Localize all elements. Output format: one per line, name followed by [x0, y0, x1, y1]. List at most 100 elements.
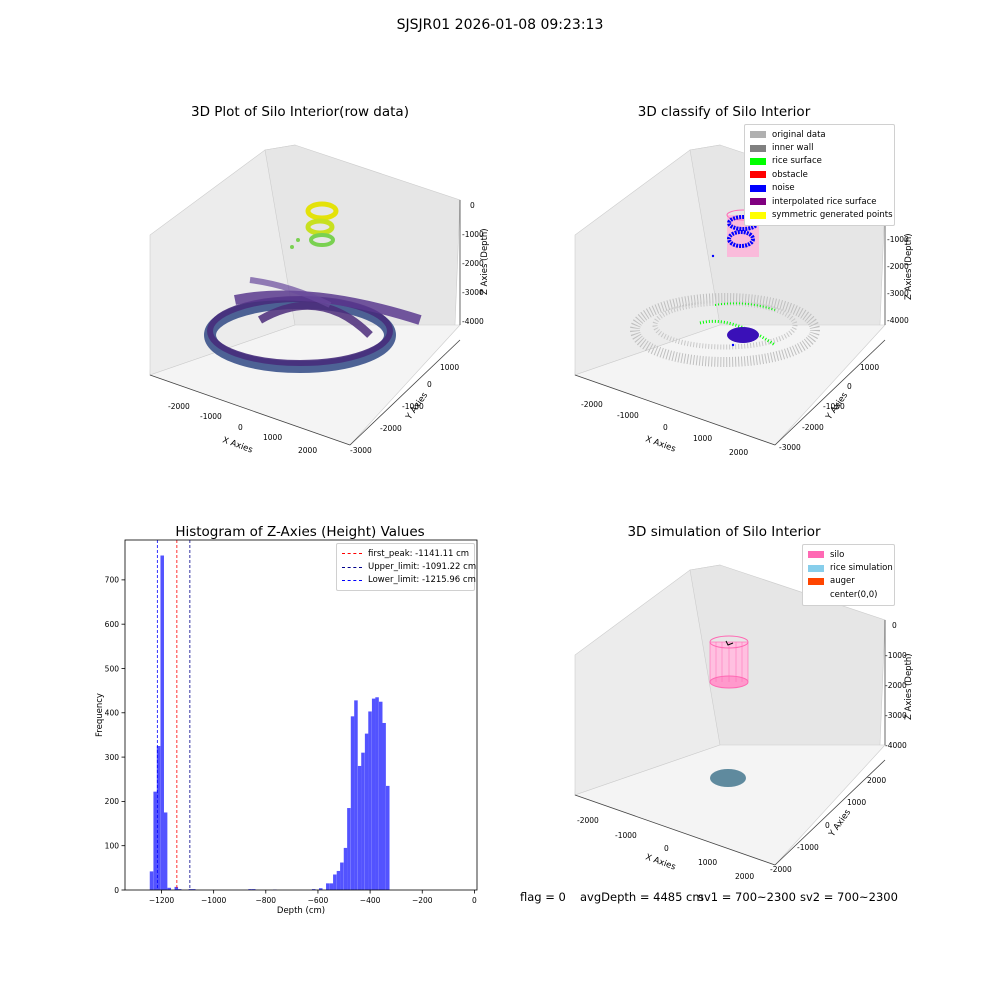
x-tick-label: -2000: [577, 816, 599, 825]
histogram-bar: [311, 889, 316, 890]
legend-entry: rice simulation: [808, 561, 893, 574]
legend-entry: center(0,0): [808, 588, 889, 601]
y-tick-label: -2000: [770, 865, 792, 874]
simulation-3d-plot[interactable]: -2000 -1000 0 1000 2000 X Axies 2000 100…: [565, 555, 925, 885]
histogram-bar: [160, 555, 164, 890]
x-tick-label: -2000: [168, 402, 190, 411]
histogram-legend: first_peak: -1141.11 cm Upper_limit: -109…: [336, 543, 476, 592]
z-tick-label: -3000: [462, 288, 484, 297]
histogram-bar: [343, 847, 348, 890]
x-tick-label: 0: [238, 423, 243, 432]
legend-entry: first_peak: -1141.11 cm: [342, 547, 469, 560]
z-tick-labels: 0 -1000 -2000 -3000 -4000: [462, 201, 484, 326]
y-tick-label: 0: [427, 380, 432, 389]
histogram-bar: [378, 701, 383, 890]
z-axis-label: Z Axies (Depth): [904, 653, 914, 720]
legend-label: obstacle: [772, 169, 808, 180]
simulation-legend: silo rice simulation auger center(0,0): [802, 544, 895, 606]
y-tick-label: 0: [825, 821, 830, 830]
x-axis-label: Depth (cm): [277, 906, 325, 916]
raw-3d-plot[interactable]: -2000 -1000 0 1000 2000 X Axies 1000 0 -…: [140, 135, 500, 465]
y-tick-label: 1000: [860, 363, 879, 372]
legend-label: rice surface: [772, 156, 822, 167]
x-tick-label: −400: [360, 896, 381, 905]
histogram-bar: [156, 746, 161, 890]
y-tick-label: -3000: [779, 443, 801, 452]
legend-swatch: [342, 553, 362, 555]
y-tick-label: 0: [847, 382, 852, 391]
z-tick-label: -4000: [462, 317, 484, 326]
legend-swatch: [808, 591, 824, 599]
x-tick-label: 2000: [729, 448, 748, 457]
histogram-bar: [188, 889, 193, 890]
x-tick-label: 1000: [698, 858, 717, 867]
histogram-bar: [333, 874, 337, 890]
legend-entry: symmetric generated points: [750, 208, 893, 221]
x-tick-label: −200: [412, 896, 433, 905]
legend-label: inner wall: [772, 143, 814, 154]
legend-swatch: [750, 131, 766, 139]
plot-frame: [124, 539, 478, 891]
x-tick-label: 0: [663, 423, 668, 432]
x-tick-label: -1000: [615, 831, 637, 840]
legend-label: original data: [772, 129, 826, 140]
auger-points: [290, 201, 339, 249]
y-axis-label: Frequency: [95, 693, 105, 737]
legend-swatch: [750, 171, 766, 179]
classify-legend: original data inner wall rice surface obsta…: [744, 124, 895, 226]
y-tick-labels: 2000 1000 0 -1000 -2000: [770, 776, 886, 874]
classify-plot-title: 3D classify of Silo Interior: [637, 104, 811, 120]
x-tick-label: -1000: [200, 412, 222, 421]
histogram-bar: [251, 889, 256, 890]
y-tick-label: -2000: [380, 424, 402, 433]
histogram-title: Histogram of Z-Axies (Height) Values: [175, 524, 425, 540]
histogram-bar: [167, 887, 172, 890]
figure-title: SJSJR01 2026-01-08 09:23:13: [396, 17, 604, 33]
histogram-bar: [386, 785, 390, 890]
axes-box: [574, 564, 886, 866]
legend-label: Upper_limit: -1091.22 cm: [368, 562, 477, 573]
legend-entry: original data: [750, 128, 889, 141]
legend-entry: interpolated rice surface: [750, 195, 889, 208]
rice-simulation-surface: [710, 769, 746, 787]
legend-label: symmetric generated points: [772, 210, 893, 221]
histogram-bar: [248, 889, 252, 890]
histogram-bar: [361, 752, 365, 890]
histogram-bar: [375, 697, 379, 890]
histogram-bar: [382, 722, 386, 890]
x-tick-labels: -2000 -1000 0 1000 2000: [581, 400, 748, 457]
legend-swatch: [750, 144, 766, 152]
legend-entry: Lower_limit: -1215.96 cm: [342, 574, 476, 587]
y-tick-label: -1000: [823, 402, 845, 411]
legend-label: auger: [830, 576, 855, 587]
legend-label: noise: [772, 183, 795, 194]
histogram-bar: [192, 889, 196, 890]
legend-swatch: [750, 211, 766, 219]
histogram-bar: [174, 886, 179, 890]
z-tick-label: -3000: [885, 711, 907, 720]
histogram-bar: [329, 883, 334, 890]
z-tick-label: 0: [892, 621, 897, 630]
x-tick-label: -2000: [581, 400, 603, 409]
legend-entry: obstacle: [750, 168, 889, 181]
legend-label: Lower_limit: -1215.96 cm: [368, 575, 476, 586]
histogram-bar: [368, 711, 372, 890]
z-tick-label: -2000: [885, 681, 907, 690]
histogram-bar: [340, 862, 344, 890]
z-tick-label: -1000: [462, 230, 484, 239]
center-marker: [725, 640, 734, 646]
histogram-bar: [177, 889, 182, 890]
y-tick-label: 700: [105, 576, 120, 585]
z-tick-label: -2000: [462, 259, 484, 268]
legend-entry: noise: [750, 182, 889, 195]
histogram-bar: [149, 871, 154, 890]
rice-surface-points: [699, 302, 776, 347]
y-tick-labels: 1000 0 -1000 -2000 -3000: [779, 363, 879, 452]
z-axis-label: Z Axies (Depth): [904, 233, 914, 300]
z-tick-label: -3000: [887, 289, 909, 298]
y-tick-label: -1000: [402, 402, 424, 411]
x-tick-label: −600: [308, 896, 329, 905]
legend-entry: Upper_limit: -1091.22 cm: [342, 560, 476, 573]
histogram-bar: [163, 812, 168, 890]
